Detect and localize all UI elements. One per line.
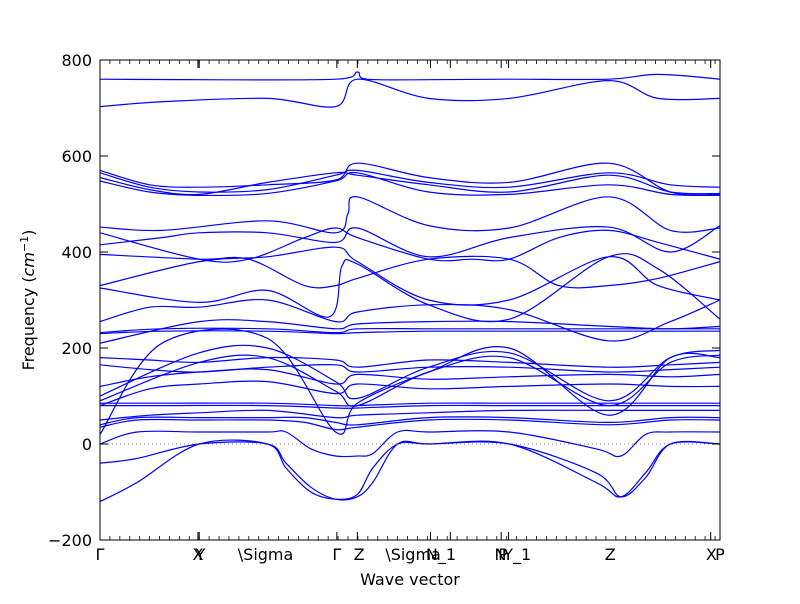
x-tick-label: X [192, 545, 203, 564]
x-axis-label: Wave vector [360, 570, 460, 589]
band-line [100, 416, 720, 426]
y-tick-label: 400 [61, 243, 92, 262]
band-line [100, 253, 720, 323]
y-axis-label-prefix: Frequency ( [19, 276, 38, 370]
bands-layer [100, 71, 720, 503]
x-tick-label: P [715, 545, 725, 564]
x-tick-label: \Sigma [385, 545, 441, 564]
band-line [100, 364, 720, 373]
band-line [100, 409, 720, 421]
x-tick-label: Γ [96, 545, 105, 564]
ticks-layer [99, 59, 721, 541]
band-line [100, 78, 720, 108]
band-line [100, 246, 720, 306]
x-tick-label: Z [354, 545, 365, 564]
x-tick-label: Y_1 [502, 545, 531, 565]
x-tick-label: Z [605, 545, 616, 564]
band-line [100, 344, 720, 402]
y-tick-label: 200 [61, 339, 92, 358]
band-line [100, 171, 720, 196]
band-line [100, 440, 720, 501]
band-line [100, 380, 720, 407]
band-line [100, 418, 720, 431]
y-axis-label-suffix: ) [19, 230, 38, 236]
band-line [100, 439, 720, 503]
band-line [100, 71, 720, 81]
band-line [100, 162, 720, 196]
x-tick-label: P [498, 545, 508, 564]
band-line [100, 225, 720, 258]
y-axis-label-unit: cm [19, 252, 38, 276]
y-tick-label: 0 [82, 435, 92, 454]
band-line [100, 404, 720, 409]
y-tick-label: 800 [61, 51, 92, 70]
y-tick-label: 600 [61, 147, 92, 166]
band-line [100, 253, 720, 289]
band-line [100, 196, 720, 234]
band-line [100, 356, 720, 368]
x-tick-label: N_1 [426, 545, 456, 565]
x-tick-label: Γ [332, 545, 341, 564]
band-line [100, 368, 720, 387]
band-line [100, 429, 720, 458]
band-line [100, 354, 720, 407]
band-line [100, 227, 720, 263]
x-tick-label: Y [195, 545, 206, 564]
band-line [100, 171, 720, 197]
y-tick-label: −200 [48, 531, 92, 550]
plot-frame [99, 59, 721, 541]
band-line [100, 330, 720, 335]
band-line [100, 328, 720, 435]
band-line [100, 402, 720, 407]
band-line [100, 169, 720, 193]
y-axis-label-exponent: −1 [18, 236, 31, 252]
x-tick-label: N [495, 545, 507, 564]
x-tick-label: X [706, 545, 717, 564]
x-tick-label: \Sigma [238, 545, 294, 564]
band-line [100, 327, 720, 334]
band-line [100, 319, 720, 344]
band-line [100, 298, 720, 342]
y-axis-label: Frequency (cm−1) [18, 230, 39, 371]
